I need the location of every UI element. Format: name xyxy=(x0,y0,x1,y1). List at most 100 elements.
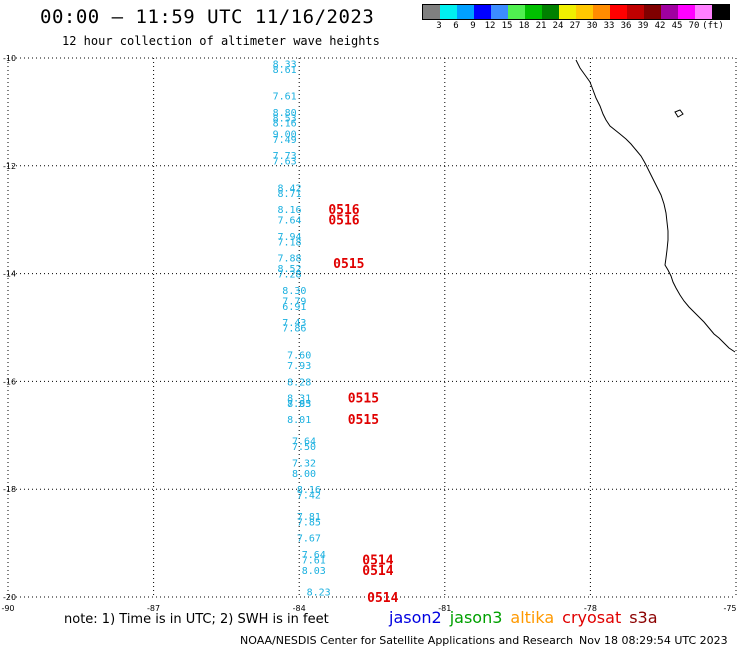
latitude-tick-label: -20 xyxy=(3,593,16,602)
wave-height-value: 7.42 xyxy=(297,491,321,502)
mission-legend-item: s3a xyxy=(629,608,658,627)
color-swatch xyxy=(644,5,661,19)
wave-height-value: 8.52 xyxy=(277,264,301,275)
color-swatch xyxy=(525,5,542,19)
pass-time-label: 0516 xyxy=(328,214,359,229)
units-note: note: 1) Time is in UTC; 2) SWH is in fe… xyxy=(64,612,329,627)
wave-height-value: 7.86 xyxy=(282,324,306,335)
color-swatch xyxy=(423,5,440,19)
pass-time-label: 0515 xyxy=(333,257,364,272)
pass-time-label: 0515 xyxy=(348,413,379,428)
wave-height-value: 8.16 xyxy=(277,205,301,216)
mission-legend-item: jason2 xyxy=(389,608,442,627)
latitude-tick-label: -18 xyxy=(3,485,16,494)
color-scale-label: 70 xyxy=(688,21,700,31)
pass-time-label: 0516 xyxy=(328,203,359,218)
color-scale-label: 27 xyxy=(569,21,581,31)
color-scale-label: 12 xyxy=(484,21,496,31)
color-scale-label: 24 xyxy=(552,21,564,31)
wave-height-value: 8.71 xyxy=(277,189,301,200)
color-swatch xyxy=(678,5,695,19)
wave-height-value: 7.79 xyxy=(282,297,306,308)
pass-time-label: 0514 xyxy=(362,564,393,579)
color-swatch xyxy=(661,5,678,19)
wave-height-value: 7.61 xyxy=(302,555,326,566)
color-scale-label: 9 xyxy=(470,21,476,31)
wave-height-value: 8.28 xyxy=(287,377,311,388)
color-swatch xyxy=(440,5,457,19)
longitude-tick-label: -84 xyxy=(293,604,306,613)
latitude-tick-label: -12 xyxy=(3,162,16,171)
wave-height-value: 8.16 xyxy=(273,119,297,130)
wave-height-value: 7.64 xyxy=(277,216,301,227)
map-subtitle: 12 hour collection of altimeter wave hei… xyxy=(62,34,380,48)
wave-height-value: 8.00 xyxy=(292,469,316,480)
longitude-tick-label: -81 xyxy=(438,604,451,613)
wave-height-value: 8.61 xyxy=(273,65,297,76)
color-swatch xyxy=(491,5,508,19)
color-swatch xyxy=(627,5,644,19)
wave-height-value: 8.01 xyxy=(287,415,311,426)
color-scale-label: 6 xyxy=(453,21,459,31)
mission-legend-item: jason3 xyxy=(449,608,503,627)
mission-legend-item: cryosat xyxy=(562,608,622,627)
color-scale-labels: 3 6 9 12 15 18 21 24 27 30 33 36 39 42 45 70 (ft) xyxy=(422,21,740,35)
wave-height-value: 9.00 xyxy=(273,129,297,140)
wave-height-value: 7.63 xyxy=(273,156,297,167)
wave-height-value: 7.81 xyxy=(297,512,321,523)
longitude-tick-label: -87 xyxy=(147,604,160,613)
wave-height-value: 8.16 xyxy=(297,485,321,496)
wave-height-value: 7.50 xyxy=(292,442,316,453)
wave-height-value: 7.88 xyxy=(277,253,301,264)
wave-height-value: 7.61 xyxy=(273,92,297,103)
mission-legend-item: altika xyxy=(510,608,555,627)
wave-height-value: 7.67 xyxy=(297,534,321,545)
color-scale-label: (ft) xyxy=(702,21,724,31)
wave-height-value: 7.60 xyxy=(287,350,311,361)
wave-height-value: 8.33 xyxy=(273,59,297,70)
wave-height-value: 7.85 xyxy=(297,518,321,529)
wave-height-value: 7.18 xyxy=(277,237,301,248)
map-grid xyxy=(7,57,737,598)
wave-height-value: 7.64 xyxy=(302,550,326,561)
color-scale-label: 45 xyxy=(671,21,683,31)
wave-height-value: 8.31 xyxy=(287,394,311,405)
axis-tick-labels: -90 -87 -84 -81 -78 -75 -10 -12 -14 -16 -18 -20 xyxy=(1,54,736,613)
wave-height-value: 8.23 xyxy=(307,588,331,599)
wave-height-value: 7.49 xyxy=(273,135,297,146)
color-swatch xyxy=(474,5,491,19)
color-swatch xyxy=(576,5,593,19)
color-swatch xyxy=(610,5,627,19)
mission-legend: jason2 jason3 altika cryosat s3a xyxy=(389,608,666,627)
color-scale-label: 39 xyxy=(637,21,649,31)
wave-height-labels: 8.338.617.618.808.538.169.007.497.737.63… xyxy=(273,59,331,598)
wave-height-value: 8.80 xyxy=(273,108,297,119)
credit-line: NOAA/NESDIS Center for Satellite Applica… xyxy=(240,634,574,647)
wave-height-value: 7.94 xyxy=(277,232,301,243)
pass-time-label: 0515 xyxy=(348,392,379,407)
color-scale-label: 3 xyxy=(436,21,442,31)
wave-height-value: 7.28 xyxy=(277,270,301,281)
wave-height-value: 7.85 xyxy=(287,399,311,410)
color-swatch xyxy=(457,5,474,19)
pass-time-label: 0514 xyxy=(362,553,393,568)
wave-height-value: 8.42 xyxy=(277,183,301,194)
color-swatch xyxy=(695,5,712,19)
color-scale-label: 21 xyxy=(535,21,547,31)
latitude-tick-label: -16 xyxy=(3,377,16,386)
latitude-tick-label: -10 xyxy=(3,54,16,63)
wave-height-value: 8.30 xyxy=(282,286,306,297)
color-scale-label: 30 xyxy=(586,21,598,31)
longitude-tick-label: -75 xyxy=(723,604,736,613)
wave-height-value: 7.43 xyxy=(282,318,306,329)
color-scale-label: 18 xyxy=(518,21,530,31)
color-swatch xyxy=(508,5,525,19)
wave-height-value: 7.73 xyxy=(273,151,297,162)
color-scale-label: 15 xyxy=(501,21,513,31)
color-scale-label: 36 xyxy=(620,21,632,31)
coastline xyxy=(575,59,736,353)
longitude-tick-label: -78 xyxy=(584,604,597,613)
wave-height-value: 7.64 xyxy=(292,437,316,448)
